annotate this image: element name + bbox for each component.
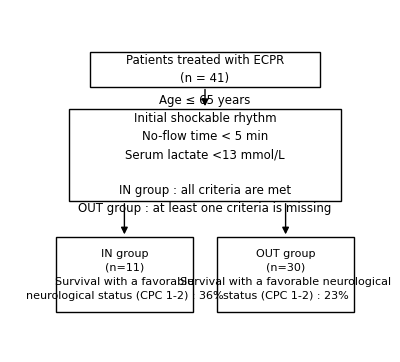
Text: Patients treated with ECPR
(n = 41): Patients treated with ECPR (n = 41) [126, 54, 284, 85]
FancyBboxPatch shape [90, 52, 320, 87]
Text: IN group
(n=11)
Survival with a favorable
neurological status (CPC 1-2) : 36%: IN group (n=11) Survival with a favorabl… [26, 249, 223, 301]
Text: OUT group
(n=30)
Survival with a favorable neurological
status (CPC 1-2) : 23%: OUT group (n=30) Survival with a favorab… [180, 249, 391, 301]
FancyBboxPatch shape [218, 237, 354, 312]
FancyBboxPatch shape [56, 237, 193, 312]
Text: Age ≤ 65 years
Initial shockable rhythm
No-flow time < 5 min
Serum lactate <13 m: Age ≤ 65 years Initial shockable rhythm … [78, 94, 332, 215]
FancyBboxPatch shape [69, 109, 341, 201]
